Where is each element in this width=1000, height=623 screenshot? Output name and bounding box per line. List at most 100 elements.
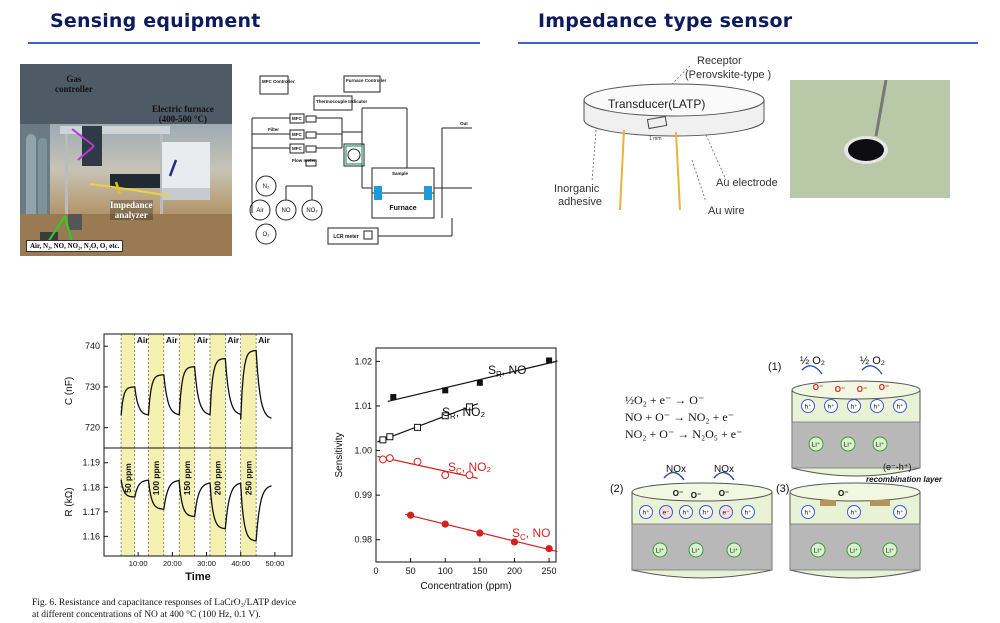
data-point <box>413 457 422 466</box>
o-minus: O⁻ <box>879 383 889 392</box>
o-minus: O⁻ <box>857 385 867 394</box>
li-ion <box>688 542 704 558</box>
band-label: 200 ppm <box>213 460 223 495</box>
o-minus: O⁻ <box>691 491 701 500</box>
li-ion-label: Li⁺ <box>844 442 853 449</box>
li-ion <box>840 436 856 452</box>
nox-1: NOx <box>666 464 686 475</box>
sch-no: NO <box>282 208 291 214</box>
sens-x-axis-label: Concentration (ppm) <box>420 581 511 592</box>
series-label: SC, NO <box>512 526 550 542</box>
data-point <box>465 403 473 411</box>
hole-label: h⁺ <box>850 510 858 517</box>
inorganic-label-2: adhesive <box>558 196 602 208</box>
mechanism-panel-2 <box>631 482 773 579</box>
c-ytick-label: 740 <box>85 341 100 351</box>
transducer-label: Transducer(LATP) <box>608 97 705 111</box>
label-electric-furnace: Electric furnace (400-500 °C) <box>152 104 214 124</box>
o-minus: O⁻ <box>719 489 729 498</box>
li-ion-label: Li⁺ <box>876 442 885 449</box>
data-point <box>379 436 387 444</box>
hole <box>847 399 861 413</box>
band-label: 50 ppm <box>123 463 133 493</box>
o-minus: O⁻ <box>838 489 848 498</box>
data-point <box>390 394 397 401</box>
label-impedance-analyzer: Impedance analyzer <box>110 200 153 220</box>
resistance-frame <box>103 447 293 557</box>
arrow-1 <box>801 365 823 375</box>
sens-y-axis-label: Sensitivity <box>334 432 345 477</box>
hole-label: h⁺ <box>642 510 650 517</box>
c-axis-label: C (nF) <box>64 377 75 405</box>
r-ytick-label: 1.17 <box>82 507 100 517</box>
cylinder-top <box>791 380 921 400</box>
o-minus: O⁻ <box>835 385 845 394</box>
data-point <box>414 423 422 431</box>
arrow-4 <box>713 471 735 481</box>
li-ion <box>726 542 742 558</box>
air-label: Air <box>137 335 150 345</box>
exposure-band <box>121 334 135 556</box>
equation-3: NO₂ + O⁻ → N₂O₅ + e⁻ <box>625 427 743 441</box>
arrow-2 <box>861 365 883 375</box>
hole-label: h⁺ <box>896 510 904 517</box>
sensor-photo <box>790 80 950 198</box>
data-point <box>442 387 449 394</box>
air-label: Air <box>166 335 179 345</box>
li-ion <box>808 436 824 452</box>
xtick-label: 50:00 <box>266 559 285 568</box>
r-axis-label: R (kΩ) <box>64 487 75 516</box>
li-ion-label: Li⁺ <box>656 548 665 555</box>
electron <box>659 505 673 519</box>
impedance-line1: Impedance <box>110 200 153 210</box>
label-gases: Air, N₂, NO, NO₂, N₂O, O₂ etc. <box>26 240 124 252</box>
sens-xtick-label: 150 <box>472 566 487 576</box>
data-point <box>385 454 394 463</box>
li-ion <box>882 542 898 558</box>
eh-label: (e⁻-h⁺) <box>883 462 912 472</box>
li-ion-label: Li⁺ <box>814 548 823 555</box>
title-underline-right <box>518 42 978 44</box>
au-wire-label: Au wire <box>708 205 745 217</box>
x-axis-label: Time <box>185 571 210 583</box>
fig6-caption: Fig. 6. Resistance and capacitance respo… <box>32 597 296 621</box>
exposure-band <box>240 334 257 556</box>
cylinder-top <box>789 482 921 502</box>
sch-no2: NO₂ <box>306 208 318 214</box>
r-ytick-label: 1.16 <box>82 531 100 541</box>
li-ion-label: Li⁺ <box>850 548 859 555</box>
cylinder-top <box>631 482 773 502</box>
band-label: 100 ppm <box>151 460 161 495</box>
series-label: SC, NO₂ <box>448 460 491 476</box>
sch-lcr-meter: LCR meter <box>333 234 358 240</box>
xtick-label: 10:00 <box>129 559 148 568</box>
exposure-band <box>148 334 164 556</box>
exposure-band <box>179 334 195 556</box>
sens-xtick-label: 100 <box>438 566 453 576</box>
c-ytick-label: 730 <box>85 382 100 392</box>
scale-label: 1 mm <box>649 136 662 142</box>
fit-line <box>377 455 478 479</box>
hole <box>893 505 907 519</box>
receptor-type-label: (Perovskite-type ) <box>685 69 771 81</box>
panel-3-number: (3) <box>776 483 789 495</box>
sch-thermocouple: Thermocouple Indicator <box>316 99 368 104</box>
series-label: SR, NO₂ <box>442 405 485 421</box>
equation-1: ½O₂ + e⁻ → O⁻ <box>625 393 705 407</box>
xtick-label: 20:00 <box>163 559 182 568</box>
data-point <box>379 455 387 464</box>
hole <box>824 399 838 413</box>
hole-label: h⁺ <box>744 510 752 517</box>
resistance-series-line <box>120 479 272 542</box>
o-minus: O⁻ <box>813 383 823 392</box>
fig6-caption-line2: at different concentrations of NO at 400… <box>32 610 261 620</box>
equation-2: NO + O⁻ → NO₂ + e⁻ <box>625 410 735 424</box>
hole <box>801 399 815 413</box>
recombination-patch-1 <box>820 500 836 506</box>
exposure-band <box>209 334 226 556</box>
mechanism-panel-3 <box>789 482 921 579</box>
gas-system-schematic: MFC Controller Furnace Controller Thermo… <box>249 75 472 245</box>
sch-mfc-2: MFC <box>292 132 302 137</box>
title-underline <box>28 42 480 44</box>
data-point <box>441 412 449 420</box>
